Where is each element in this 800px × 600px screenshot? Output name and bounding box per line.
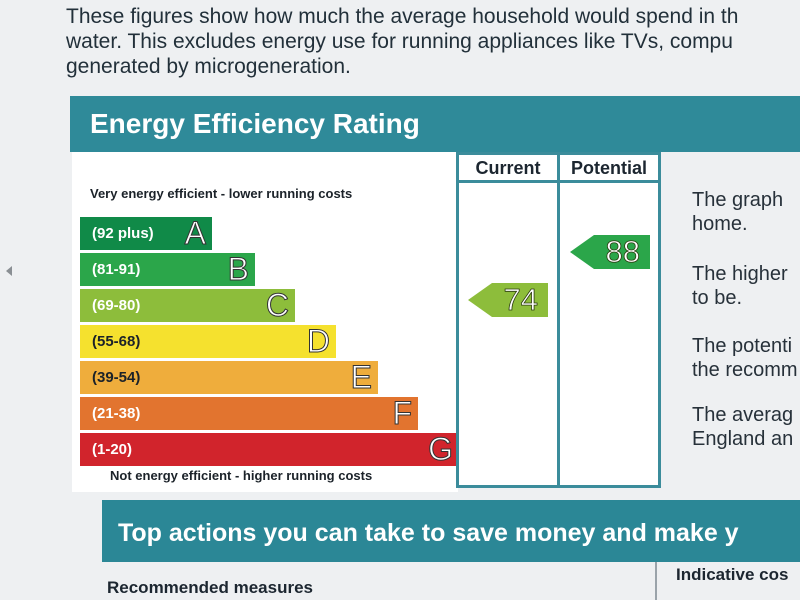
recommended-measures-header: Recommended measures bbox=[107, 578, 313, 597]
band-range-label: (39-54) bbox=[92, 369, 141, 386]
indicative-cost-header: Indicative cos bbox=[676, 565, 789, 584]
side-text-line: England an bbox=[692, 428, 794, 450]
band-letter-label: G bbox=[428, 431, 454, 468]
band-letter-label: E bbox=[350, 359, 372, 396]
rating-band-f: (21-38) F bbox=[80, 395, 418, 432]
table-column-divider bbox=[655, 562, 657, 600]
top-scale-caption: Very energy efficient - lower running co… bbox=[90, 186, 353, 201]
side-paragraph-graph: The graph home. bbox=[692, 188, 783, 236]
potential-column-header: Potential bbox=[560, 155, 658, 183]
rating-band-c: (69-80) C bbox=[80, 287, 295, 324]
side-paragraph-potential: The potenti the recomm bbox=[692, 334, 798, 382]
band-range-label: (55-68) bbox=[92, 333, 141, 350]
band-range-label: (1-20) bbox=[92, 441, 133, 458]
scroll-left-arrow-icon[interactable] bbox=[6, 266, 12, 276]
band-letter-label: F bbox=[392, 395, 413, 432]
side-text-line: home. bbox=[692, 213, 748, 235]
rating-band-e: (39-54) E bbox=[80, 359, 378, 396]
band-letter-label: A bbox=[184, 215, 206, 252]
side-text-line: to be. bbox=[692, 287, 743, 309]
bottom-scale-caption: Not energy efficient - higher running co… bbox=[110, 468, 373, 483]
side-text-line: The potenti bbox=[692, 335, 793, 357]
top-actions-heading: Top actions you can take to save money a… bbox=[102, 500, 800, 562]
intro-line-1: These figures show how much the average … bbox=[66, 5, 739, 28]
band-range-label: (92 plus) bbox=[92, 225, 154, 242]
rating-band-b: (81-91) B bbox=[80, 251, 255, 288]
side-paragraph-higher: The higher to be. bbox=[692, 262, 788, 310]
band-letter-label: B bbox=[227, 251, 249, 288]
band-range-label: (81-91) bbox=[92, 261, 141, 278]
potential-rating-column: Potential bbox=[557, 152, 661, 488]
side-text-line: The averag bbox=[692, 404, 794, 426]
band-range-label: (69-80) bbox=[92, 297, 141, 314]
intro-line-2: water. This excludes energy use for runn… bbox=[66, 30, 733, 53]
intro-paragraph: These figures show how much the average … bbox=[66, 4, 796, 79]
current-column-header: Current bbox=[459, 155, 557, 183]
current-rating-column: Current bbox=[456, 152, 560, 488]
side-text-line: the recomm bbox=[692, 359, 798, 381]
band-letter-label: C bbox=[265, 287, 289, 324]
side-text-line: The higher bbox=[692, 263, 788, 285]
energy-efficiency-rating-heading: Energy Efficiency Rating bbox=[70, 96, 800, 152]
intro-line-3: generated by microgeneration. bbox=[66, 55, 351, 78]
band-letter-label: D bbox=[306, 323, 330, 360]
rating-band-a: (92 plus) A bbox=[80, 215, 212, 252]
side-text-line: The graph bbox=[692, 189, 784, 211]
side-paragraph-average: The averag England an bbox=[692, 403, 793, 451]
rating-band-g: (1-20) G bbox=[80, 431, 459, 468]
band-range-label: (21-38) bbox=[92, 405, 141, 422]
rating-band-d: (55-68) D bbox=[80, 323, 336, 360]
